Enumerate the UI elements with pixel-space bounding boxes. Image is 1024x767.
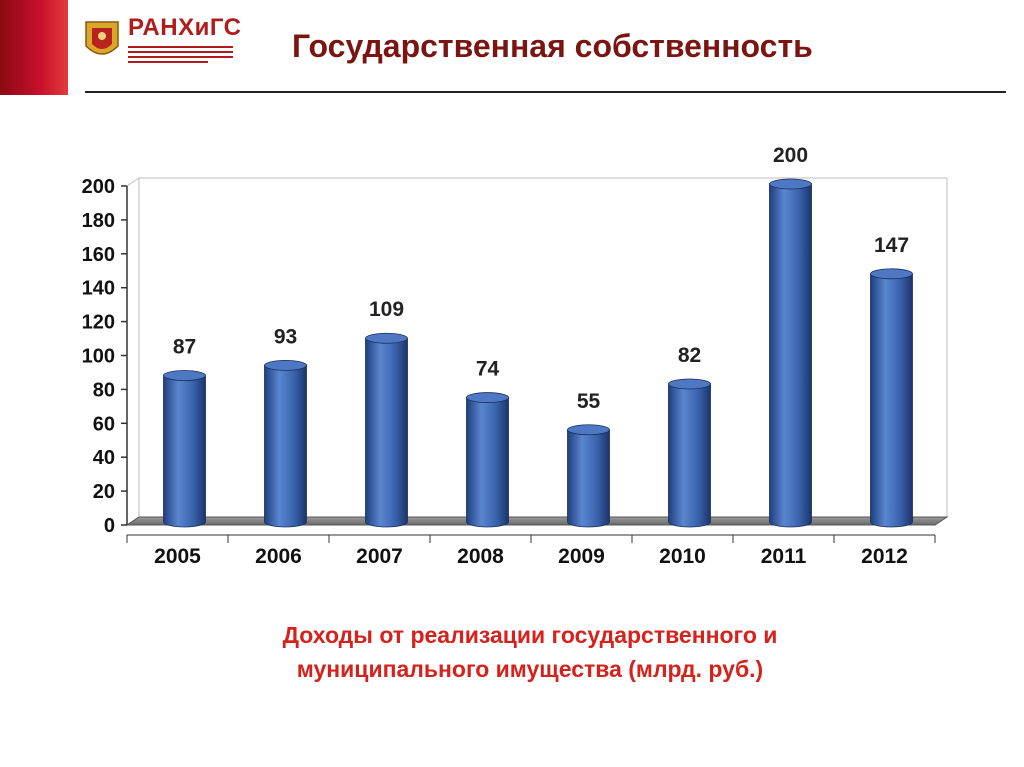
data-label: 93: [274, 325, 297, 348]
y-tick-label: 100: [82, 346, 115, 368]
y-tick-label: 20: [93, 481, 115, 503]
bar-top: [567, 424, 610, 436]
title-divider: [85, 91, 1006, 93]
y-tick-label: 180: [82, 210, 115, 232]
y-tick-label: 140: [82, 278, 115, 300]
x-tick-label: 2012: [861, 545, 908, 568]
x-tick-label: 2006: [255, 545, 302, 568]
x-tick-label: 2008: [457, 545, 504, 568]
bar: [870, 273, 913, 528]
y-tick-label: 120: [82, 312, 115, 334]
bar-top: [466, 392, 509, 403]
x-tick-label: 2010: [659, 545, 706, 568]
page-title: Государственная собственность: [292, 28, 813, 64]
x-tick-label: 2007: [356, 545, 403, 568]
data-label: 147: [874, 234, 909, 257]
data-label: 109: [369, 298, 404, 321]
bar-top: [264, 359, 307, 371]
caption-line-1: Доходы от реализации государственного и: [282, 622, 778, 648]
x-tick-label: 2009: [558, 545, 605, 568]
red-accent-bar: [0, 0, 68, 95]
y-tick-label: 160: [82, 244, 115, 266]
bar: [668, 383, 711, 528]
data-label: 200: [773, 144, 808, 167]
chart-floor: [125, 516, 949, 526]
bar-top: [769, 178, 812, 190]
y-tick-label: 80: [93, 379, 115, 401]
bar-top: [365, 332, 408, 344]
chart-caption: Доходы от реализации государственного и …: [180, 618, 880, 686]
data-label: 55: [577, 390, 601, 413]
y-tick-label: 0: [104, 515, 115, 537]
y-tick-label: 40: [93, 447, 115, 469]
ranepa-logo: [80, 12, 240, 70]
bar-top: [870, 268, 913, 280]
bar-top: [668, 378, 711, 390]
x-tick-label: 2005: [154, 545, 201, 568]
bar: [466, 397, 509, 528]
caption-line-2: муниципального имущества (млрд. руб.): [296, 656, 764, 682]
x-tick-label: 2011: [761, 545, 807, 568]
data-label: 87: [173, 336, 196, 359]
bar: [769, 183, 812, 528]
bar: [567, 429, 610, 528]
chart-back-wall: [138, 177, 948, 518]
bar-top: [163, 370, 206, 381]
coat-of-arms-icon: [85, 21, 233, 63]
y-tick-label: 200: [82, 176, 115, 198]
bar-chart: 0 20 40 60 80 100 120 140 160 180 200 87 2005 93 2006 1…: [82, 144, 949, 568]
data-label: 74: [476, 358, 500, 381]
bar: [365, 337, 408, 528]
logo-text: РАНХиГС: [128, 14, 242, 41]
bar: [163, 375, 206, 528]
bar: [264, 364, 307, 528]
data-label: 82: [678, 344, 701, 367]
chart-wall-edge: [126, 177, 140, 187]
y-tick-label: 60: [93, 413, 115, 435]
